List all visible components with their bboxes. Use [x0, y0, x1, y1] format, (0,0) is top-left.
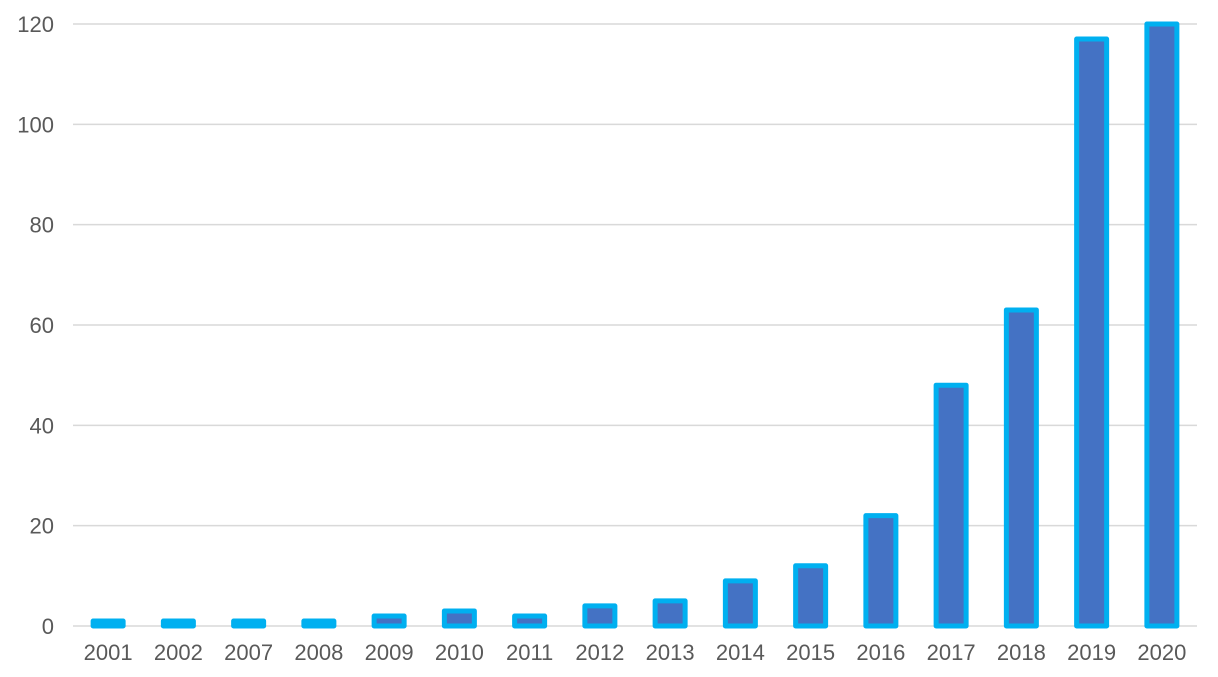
bar-2014 — [722, 578, 758, 629]
y-tick-label: 80 — [30, 213, 54, 238]
bar-2007 — [231, 618, 267, 629]
bar-2019 — [1074, 36, 1110, 629]
bar-2017 — [933, 382, 969, 629]
x-tick-label: 2017 — [927, 640, 976, 665]
gridlines — [73, 23, 1197, 627]
x-tick-label: 2007 — [224, 640, 273, 665]
y-tick-label: 120 — [17, 12, 54, 37]
x-tick-label: 2014 — [716, 640, 765, 665]
bar-2020 — [1144, 21, 1180, 629]
x-tick-label: 2008 — [294, 640, 343, 665]
x-tick-label: 2011 — [506, 640, 553, 665]
y-tick-label: 100 — [17, 112, 54, 137]
bar-2010 — [441, 608, 477, 629]
bar-2015 — [793, 563, 829, 629]
bar-2001 — [90, 618, 126, 629]
x-tick-label: 2019 — [1067, 640, 1116, 665]
x-tick-label: 2001 — [84, 640, 133, 665]
bar-2011 — [512, 613, 548, 629]
y-tick-label: 0 — [42, 614, 54, 639]
bar-2008 — [301, 618, 337, 629]
y-tick-label: 60 — [30, 313, 54, 338]
y-axis-ticks: 0 20 40 60 80 100 120 — [17, 12, 54, 639]
x-tick-label: 2009 — [365, 640, 414, 665]
bars — [90, 21, 1180, 629]
x-tick-label: 2013 — [646, 640, 695, 665]
bar-2018 — [1003, 307, 1039, 629]
x-axis-ticks: 2001 2002 2007 2008 2009 2010 2011 2012 2013 2014… — [84, 640, 1187, 665]
x-tick-label: 2016 — [856, 640, 905, 665]
x-tick-label: 2002 — [154, 640, 203, 665]
y-tick-label: 40 — [30, 413, 54, 438]
bar-2012 — [582, 603, 618, 629]
bar-2002 — [160, 618, 196, 629]
x-tick-label: 2010 — [435, 640, 484, 665]
y-tick-label: 20 — [30, 514, 54, 539]
bar-2016 — [863, 513, 899, 629]
x-tick-label: 2015 — [786, 640, 835, 665]
x-tick-label: 2012 — [575, 640, 624, 665]
x-tick-label: 2020 — [1137, 640, 1186, 665]
bar-2009 — [371, 613, 407, 629]
bar-2013 — [652, 598, 688, 629]
x-tick-label: 2018 — [997, 640, 1046, 665]
